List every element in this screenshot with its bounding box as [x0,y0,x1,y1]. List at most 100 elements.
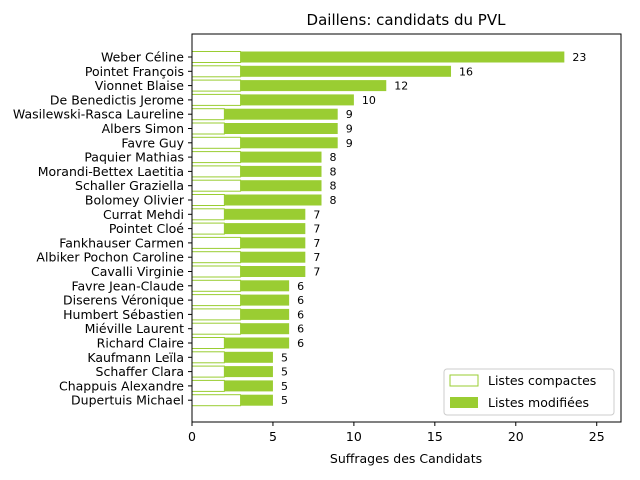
bar-value-label: 7 [313,208,320,221]
bar-value-label: 9 [346,137,353,150]
bar-value-label: 7 [313,251,320,264]
bar-modifiees [224,108,338,120]
bar-modifiees [240,165,322,177]
bar-modifiees [224,223,306,235]
bar-modifiees [240,237,306,249]
bar-modifiees [224,208,306,220]
bar-value-label: 6 [297,294,304,307]
bar-modifiees [224,380,273,392]
x-tick-label: 20 [508,429,524,444]
bar-compactes [191,365,225,378]
bar-value-label: 8 [330,194,337,207]
y-tick-label: Kaufmann Leïla [87,350,184,365]
x-tick-label: 15 [427,429,443,444]
bar-modifiees [240,80,387,92]
bar-modifiees [240,280,290,292]
bar-compactes [191,165,242,178]
bar-value-label: 9 [346,123,353,136]
legend-label-compactes: Listes compactes [488,373,596,388]
y-tick-label: De Benedictis Jerome [50,92,184,107]
y-tick-label: Weber Céline [101,50,184,65]
y-tick-label: Paquier Mathias [84,150,184,165]
legend-frame [443,368,615,416]
bar-value-label: 5 [281,351,288,364]
y-tick-label: Schaller Graziella [75,178,184,193]
bar-compactes [191,251,242,264]
y-tick-label: Diserens Véronique [63,293,184,308]
bar-compactes [191,194,225,206]
bar-compactes [191,79,242,92]
plot-area-frame [191,33,622,423]
bar-value-label: 6 [297,337,304,350]
bar-modifiees [224,194,322,206]
bar-value-label: 5 [281,380,288,393]
y-tick-label: Humbert Sébastien [63,307,184,322]
y-tick-label: Miéville Laurent [85,321,184,336]
bar-compactes [191,136,242,149]
bar-value-label: 6 [297,323,304,336]
y-tick-label: Dupertuis Michael [71,393,184,408]
bar-compactes [191,208,225,221]
bar-compactes [191,279,242,292]
bar-modifiees [240,151,322,163]
y-tick-label: Morandi-Bettex Laetitia [38,164,184,179]
bar-modifiees [240,394,273,406]
bar-value-label: 12 [394,80,408,93]
bar-value-label: 8 [330,165,337,178]
legend-swatch-modifiees [450,397,478,408]
x-tick-label: 0 [188,429,196,444]
y-tick-label: Favre Jean-Claude [71,278,184,293]
y-tick-label: Albers Simon [102,121,184,136]
bar-value-label: 5 [281,366,288,379]
bar-modifiees [240,323,290,335]
bar-compactes [191,265,242,278]
bar-compactes [191,108,225,121]
y-tick-label: Pointet Cloé [109,221,184,236]
y-tick-label: Vionnet Blaise [95,78,185,93]
bar-value-label: 16 [459,65,473,78]
bar-value-label: 8 [330,180,337,193]
x-axis-label: Suffrages des Candidats [330,451,482,466]
bar-compactes [191,122,225,135]
y-tick-label: Chappuis Alexandre [59,378,184,393]
legend-swatch-compactes [449,374,479,387]
bar-value-label: 9 [346,108,353,121]
bar-value-label: 5 [281,394,288,407]
chart-title: Daillens: candidats du PVL [307,11,507,29]
bar-compactes [191,337,225,349]
bar-value-label: 23 [572,51,586,64]
bar-modifiees [240,251,306,263]
bar-modifiees [240,51,565,63]
legend-label-modifiees: Listes modifiées [488,395,589,410]
bar-compactes [191,151,242,164]
bars-group [191,51,565,407]
bar-modifiees [240,180,322,192]
bar-compactes [191,322,242,335]
bar-compactes [191,294,242,307]
bar-compactes [191,51,242,63]
bar-modifiees [224,123,338,134]
bar-compactes [191,93,242,106]
bar-compactes [191,351,225,364]
x-tick-label: 5 [269,429,277,444]
y-tick-label: Favre Guy [121,135,184,150]
bar-compactes [191,236,242,249]
bar-compactes [191,394,242,407]
x-tick-label: 25 [589,429,605,444]
bar-modifiees [240,137,338,149]
x-tick-label: 10 [346,429,362,444]
bar-modifiees [224,351,273,363]
y-tick-label: Pointet François [85,64,184,79]
y-tick-label: Albiker Pochon Caroline [36,250,184,265]
legend: Listes compactes Listes modifiées [443,368,615,416]
x-axis-ticks: 0 5 10 15 20 25 [188,422,605,444]
bar-modifiees [240,294,290,306]
bar-modifiees [224,366,273,378]
bar-value-label: 7 [313,223,320,236]
bar-modifiees [240,94,354,106]
bar-compactes [191,222,225,235]
bar-value-label: 10 [362,94,376,107]
